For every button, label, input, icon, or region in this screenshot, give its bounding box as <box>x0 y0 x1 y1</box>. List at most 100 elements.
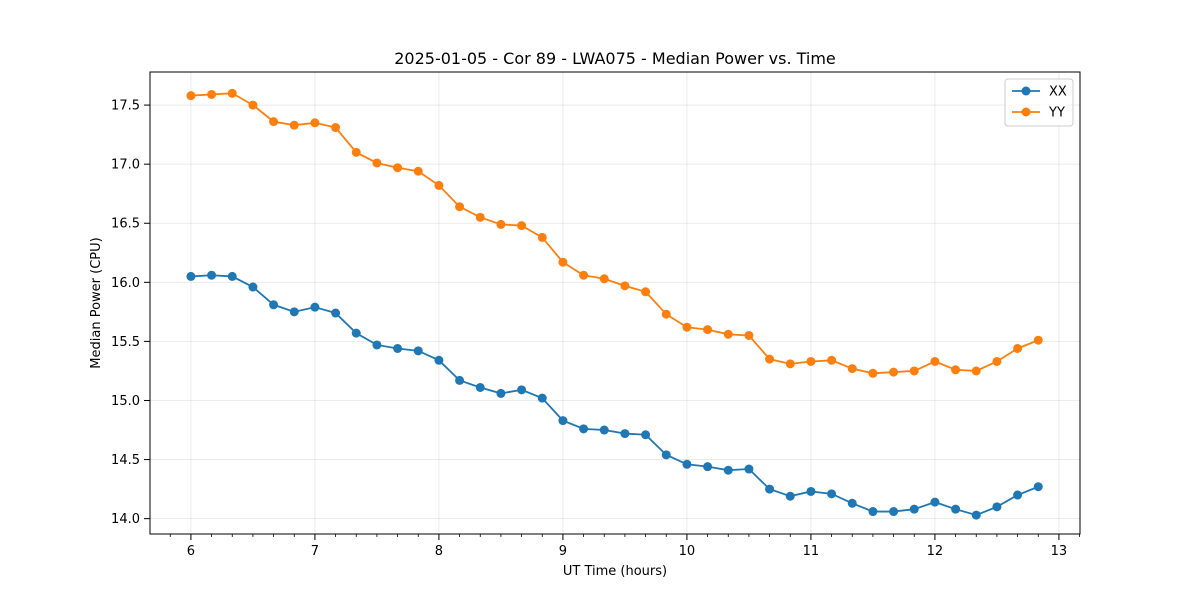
legend-label: XX <box>1049 85 1067 100</box>
y-tick-label: 16.0 <box>111 276 140 291</box>
data-point-xx <box>703 462 713 472</box>
legend: XX YY <box>1004 78 1074 127</box>
grid <box>150 72 1080 534</box>
data-point-yy <box>310 118 320 128</box>
data-point-xx <box>434 355 444 365</box>
legend-marker <box>1021 86 1031 96</box>
data-point-xx <box>992 502 1002 512</box>
x-axis-label: UT Time (hours) <box>563 564 667 579</box>
y-tick-label: 14.5 <box>111 453 140 468</box>
data-point-yy <box>620 281 630 291</box>
series-xx <box>186 270 1043 520</box>
data-point-yy <box>806 356 816 366</box>
data-point-xx <box>785 491 795 501</box>
data-point-xx <box>186 271 196 281</box>
data-point-yy <box>765 354 775 364</box>
legend-marker <box>1021 107 1031 117</box>
data-point-yy <box>372 158 382 168</box>
x-tick-label: 9 <box>559 544 567 559</box>
data-point-xx <box>289 307 299 317</box>
data-point-xx <box>1033 482 1043 492</box>
data-point-xx <box>765 484 775 494</box>
data-point-yy <box>827 355 837 365</box>
series-layer <box>186 88 1043 520</box>
data-point-xx <box>372 340 382 350</box>
x-tick-label: 7 <box>311 544 319 559</box>
data-point-yy <box>517 221 527 231</box>
legend-item-yy: YY <box>1012 106 1065 121</box>
data-point-xx <box>599 425 609 435</box>
data-point-yy <box>682 322 692 332</box>
data-point-xx <box>413 346 423 356</box>
series-yy <box>186 88 1043 378</box>
data-point-yy <box>558 257 568 267</box>
y-tick-label: 15.0 <box>111 394 140 409</box>
data-point-xx <box>393 343 403 353</box>
x-tick-label: 10 <box>679 544 696 559</box>
data-point-xx <box>641 430 651 440</box>
data-point-xx <box>827 489 837 499</box>
data-point-yy <box>455 202 465 212</box>
data-point-xx <box>868 507 878 517</box>
data-point-yy <box>186 91 196 101</box>
data-point-yy <box>413 166 423 176</box>
data-point-xx <box>951 504 961 514</box>
data-point-yy <box>1033 335 1043 345</box>
data-point-yy <box>434 180 444 190</box>
data-point-yy <box>393 163 403 173</box>
data-point-yy <box>930 356 940 366</box>
data-point-xx <box>455 375 465 385</box>
data-point-yy <box>661 309 671 319</box>
y-tick-label: 15.5 <box>111 335 140 350</box>
data-point-yy <box>496 219 506 229</box>
data-point-xx <box>620 429 630 439</box>
data-point-yy <box>723 329 733 339</box>
data-point-xx <box>227 271 237 281</box>
data-point-yy <box>599 274 609 284</box>
data-point-yy <box>847 364 857 374</box>
x-tick-label: 6 <box>187 544 195 559</box>
data-point-yy <box>579 270 589 280</box>
x-tick-label: 8 <box>435 544 443 559</box>
data-point-xx <box>496 388 506 398</box>
data-point-yy <box>641 287 651 297</box>
x-tick-label: 11 <box>803 544 820 559</box>
data-point-yy <box>537 232 547 242</box>
data-point-xx <box>207 270 217 280</box>
x-tick-label: 12 <box>927 544 944 559</box>
y-tick-label: 14.0 <box>111 512 140 527</box>
data-point-yy <box>248 100 258 110</box>
data-point-xx <box>1013 490 1023 500</box>
data-point-xx <box>806 486 816 496</box>
y-axis-label: Median Power (CPU) <box>89 237 104 368</box>
chart-title: 2025-01-05 - Cor 89 - LWA075 - Median Po… <box>394 49 836 68</box>
x-tick-label: 13 <box>1051 544 1068 559</box>
data-point-xx <box>909 504 919 514</box>
data-point-xx <box>517 385 527 395</box>
data-point-yy <box>992 356 1002 366</box>
data-point-xx <box>847 498 857 508</box>
data-point-yy <box>331 123 341 133</box>
data-point-yy <box>951 365 961 375</box>
data-point-yy <box>227 88 237 98</box>
legend-item-xx: XX <box>1012 85 1067 100</box>
data-point-xx <box>351 328 361 338</box>
data-point-xx <box>889 507 899 517</box>
y-tick-label: 16.5 <box>111 217 140 232</box>
data-point-xx <box>682 459 692 469</box>
data-point-yy <box>703 325 713 335</box>
axes: 6 7 8 9 10 11 12 13 14.0 14.5 15.0 15.5 16.0 16.5 17.0… <box>111 99 1080 559</box>
legend-label: YY <box>1048 106 1065 121</box>
data-point-yy <box>1013 343 1023 353</box>
data-point-xx <box>558 416 568 426</box>
data-point-yy <box>909 366 919 376</box>
data-point-xx <box>661 450 671 460</box>
data-point-xx <box>475 382 485 392</box>
y-tick-label: 17.0 <box>111 158 140 173</box>
data-point-xx <box>248 282 258 292</box>
data-point-xx <box>744 464 754 474</box>
data-point-yy <box>744 330 754 340</box>
data-point-xx <box>331 308 341 318</box>
